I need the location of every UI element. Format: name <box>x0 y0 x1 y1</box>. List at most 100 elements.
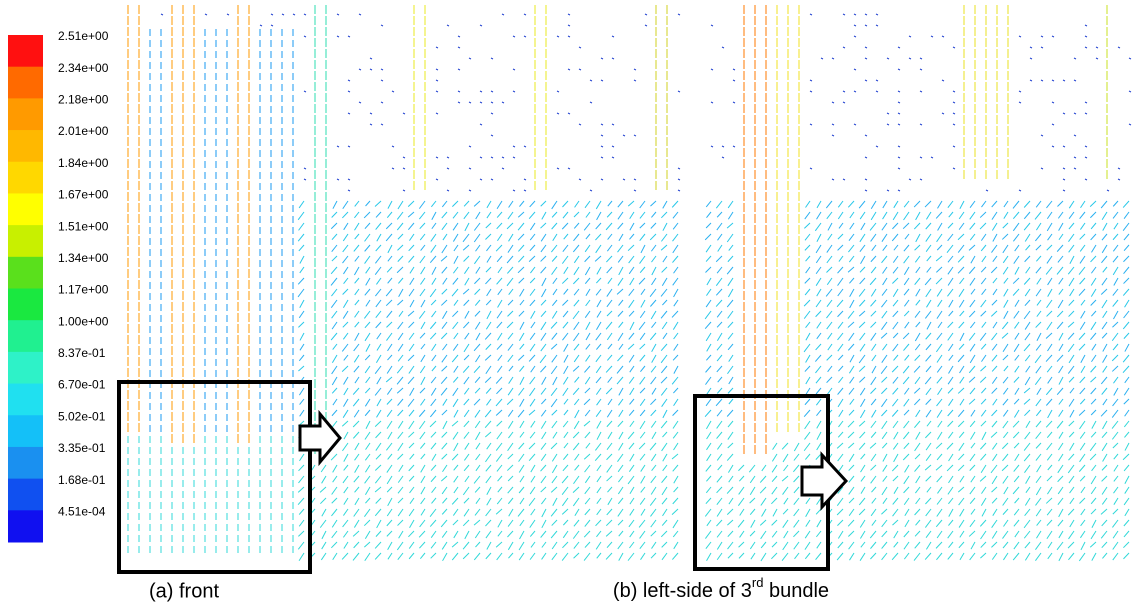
vector <box>1012 200 1020 209</box>
vector <box>562 453 569 461</box>
vector <box>496 497 503 505</box>
vector <box>705 299 712 308</box>
vector <box>947 233 954 242</box>
vector <box>596 552 602 559</box>
vector <box>1035 200 1042 208</box>
vector <box>640 508 646 516</box>
vector <box>507 453 514 460</box>
vector <box>1035 508 1042 517</box>
vector <box>407 376 415 385</box>
vector <box>673 486 679 493</box>
vector <box>805 354 811 363</box>
vector <box>903 552 910 560</box>
vector <box>463 354 470 361</box>
vector <box>562 299 569 306</box>
vector <box>552 497 558 506</box>
vector <box>815 376 822 384</box>
vector <box>825 200 833 209</box>
vector <box>1023 387 1031 394</box>
vector <box>640 299 646 308</box>
vector <box>979 475 987 482</box>
vector <box>662 409 668 419</box>
vector <box>353 365 360 373</box>
vector <box>672 530 679 538</box>
vector <box>650 376 657 385</box>
vector <box>1014 497 1020 504</box>
vector <box>386 508 393 517</box>
vector <box>573 354 580 363</box>
vector <box>463 508 470 517</box>
vector <box>441 486 448 495</box>
vector <box>540 398 547 405</box>
vector <box>990 310 998 317</box>
vector <box>578 68 582 71</box>
vector <box>816 332 822 340</box>
vector <box>913 200 921 208</box>
vector <box>529 552 536 560</box>
vector <box>385 233 393 242</box>
vector <box>474 277 481 285</box>
vector <box>583 453 591 460</box>
vector <box>336 145 340 148</box>
vector <box>497 519 503 528</box>
vector <box>959 475 965 483</box>
vector <box>1013 376 1020 383</box>
vector <box>607 233 613 240</box>
vector <box>1035 288 1042 297</box>
vector <box>859 211 866 220</box>
vector <box>298 552 305 562</box>
vector <box>490 57 494 60</box>
vector <box>1029 79 1033 82</box>
vector <box>468 189 472 192</box>
vector <box>343 431 349 440</box>
vector <box>969 277 976 286</box>
vector <box>431 365 437 372</box>
vector <box>639 420 646 430</box>
vector <box>716 530 723 538</box>
vector <box>1101 475 1108 482</box>
vector <box>838 376 844 384</box>
vector <box>457 46 461 49</box>
vector <box>567 112 571 115</box>
vector <box>1035 409 1042 417</box>
vector <box>1003 365 1009 372</box>
vector <box>640 365 646 373</box>
vector <box>573 475 580 485</box>
vector <box>529 398 536 407</box>
colorbar-label: 1.68e-01 <box>58 473 106 487</box>
colorbar-band <box>8 478 43 511</box>
vector <box>837 288 844 297</box>
vector <box>1123 464 1130 472</box>
vector <box>838 365 844 372</box>
vector <box>849 552 855 561</box>
vector <box>881 508 888 515</box>
vector <box>330 453 338 461</box>
vector <box>475 266 481 274</box>
vector <box>352 431 360 439</box>
vector <box>825 288 833 297</box>
vector <box>343 376 349 385</box>
vector <box>914 354 921 361</box>
vector <box>343 387 349 396</box>
vector <box>650 299 657 307</box>
vector <box>771 519 778 526</box>
vector <box>980 398 987 405</box>
vector <box>948 343 954 352</box>
vector <box>1058 288 1064 295</box>
vector <box>1046 200 1053 209</box>
vector <box>1102 420 1108 430</box>
vector <box>1069 409 1075 418</box>
vector <box>629 486 635 495</box>
vector <box>573 255 580 264</box>
vector <box>1067 508 1075 516</box>
vector <box>298 244 305 252</box>
vector <box>1040 79 1044 82</box>
vector <box>782 541 789 551</box>
vector <box>759 475 767 483</box>
vector <box>529 519 536 528</box>
vector <box>1058 233 1064 241</box>
vector <box>925 387 932 396</box>
vector <box>826 299 833 308</box>
vector <box>595 541 602 550</box>
vector <box>925 431 932 439</box>
